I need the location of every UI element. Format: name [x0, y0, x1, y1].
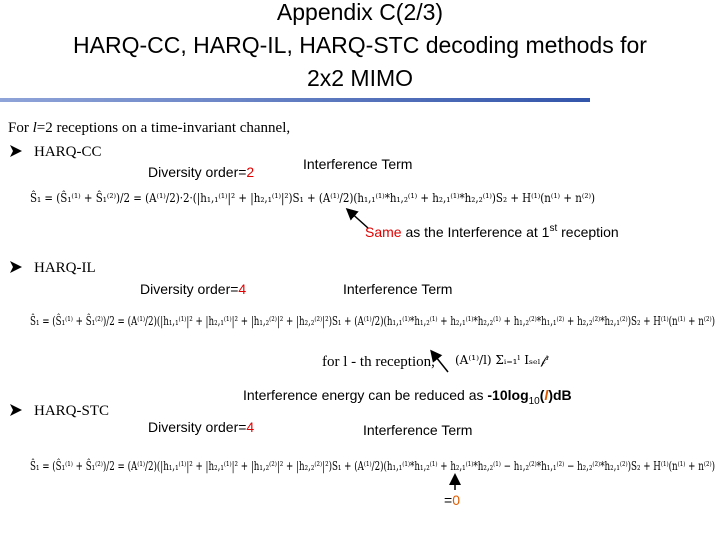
- equation: Ŝ₁ = (Ŝ₁⁽¹⁾ + Ŝ₁⁽²⁾)/2 = (A⁽¹⁾/2)(|h₁,₁⁽…: [30, 312, 715, 328]
- annotation-formula: (A⁽¹⁾/l) Σᵢ₌₁ˡ Iₛₑₗ𝒻ⁱ: [455, 353, 550, 367]
- text-part: Diversity order=: [148, 164, 246, 180]
- equation: Ŝ₁ = (Ŝ₁⁽¹⁾ + Ŝ₁⁽²⁾)/2 = (A⁽¹⁾/2)·2·(|h₁…: [30, 189, 595, 205]
- text-part: Same: [365, 224, 402, 240]
- text-part: Diversity order=: [148, 419, 246, 435]
- bullet-icon: [10, 261, 22, 273]
- interference-label: Interference Term: [303, 156, 412, 172]
- text-part: -10log: [487, 387, 528, 403]
- title-line: Appendix C(2/3): [277, 0, 443, 25]
- text-part: 0: [452, 492, 460, 508]
- text-part: reception: [557, 224, 618, 240]
- title-rule: [0, 98, 590, 102]
- text-part: Diversity order=: [140, 281, 238, 297]
- interference-label: Interference Term: [363, 422, 472, 438]
- bullet: HARQ-IL: [34, 260, 96, 276]
- energy-note: Interference energy can be reduced as -1…: [243, 387, 572, 407]
- diversity: Diversity order=2: [148, 164, 254, 180]
- equation: Ŝ₁ = (Ŝ₁⁽¹⁾ + Ŝ₁⁽²⁾)/2 = (A⁽¹⁾/2)(|h₁,₁⁽…: [30, 457, 715, 473]
- text-part: For: [8, 120, 33, 136]
- bullet: HARQ-STC: [34, 403, 109, 419]
- intro: For l=2 receptions on a time-invariant c…: [8, 120, 290, 136]
- text-part: Interference energy can be reduced as: [243, 387, 487, 403]
- text-part: st: [549, 223, 557, 234]
- bullet: HARQ-CC: [34, 144, 102, 160]
- text-part: =: [444, 492, 452, 508]
- text-part: (: [540, 387, 545, 403]
- annotation: for l - th reception,: [322, 354, 435, 370]
- arrow: [430, 349, 449, 373]
- bullet-icon: [10, 145, 22, 157]
- text-part: =2 receptions on a time-invariant channe…: [37, 120, 290, 136]
- arrow: [345, 207, 369, 229]
- bullet-icon: [10, 404, 22, 416]
- diversity: Diversity order=4: [148, 419, 254, 435]
- text-part: 10: [529, 396, 541, 407]
- text-part: 4: [246, 419, 254, 435]
- title-line: HARQ-CC, HARQ-IL, HARQ-STC decoding meth…: [73, 32, 647, 58]
- diversity: Diversity order=4: [140, 281, 246, 297]
- text-part: 4: [238, 281, 246, 297]
- text-part: l: [33, 120, 37, 136]
- text-part: as the Interference at 1: [402, 224, 550, 240]
- interference-label: Interference Term: [343, 281, 452, 297]
- note: Same as the Interference at 1st receptio…: [365, 223, 619, 240]
- title-line: 2x2 MIMO: [307, 65, 413, 91]
- text-part: 2: [246, 164, 254, 180]
- text-part: )dB: [548, 387, 571, 403]
- result: =0: [444, 492, 460, 508]
- text-part: l: [544, 387, 549, 403]
